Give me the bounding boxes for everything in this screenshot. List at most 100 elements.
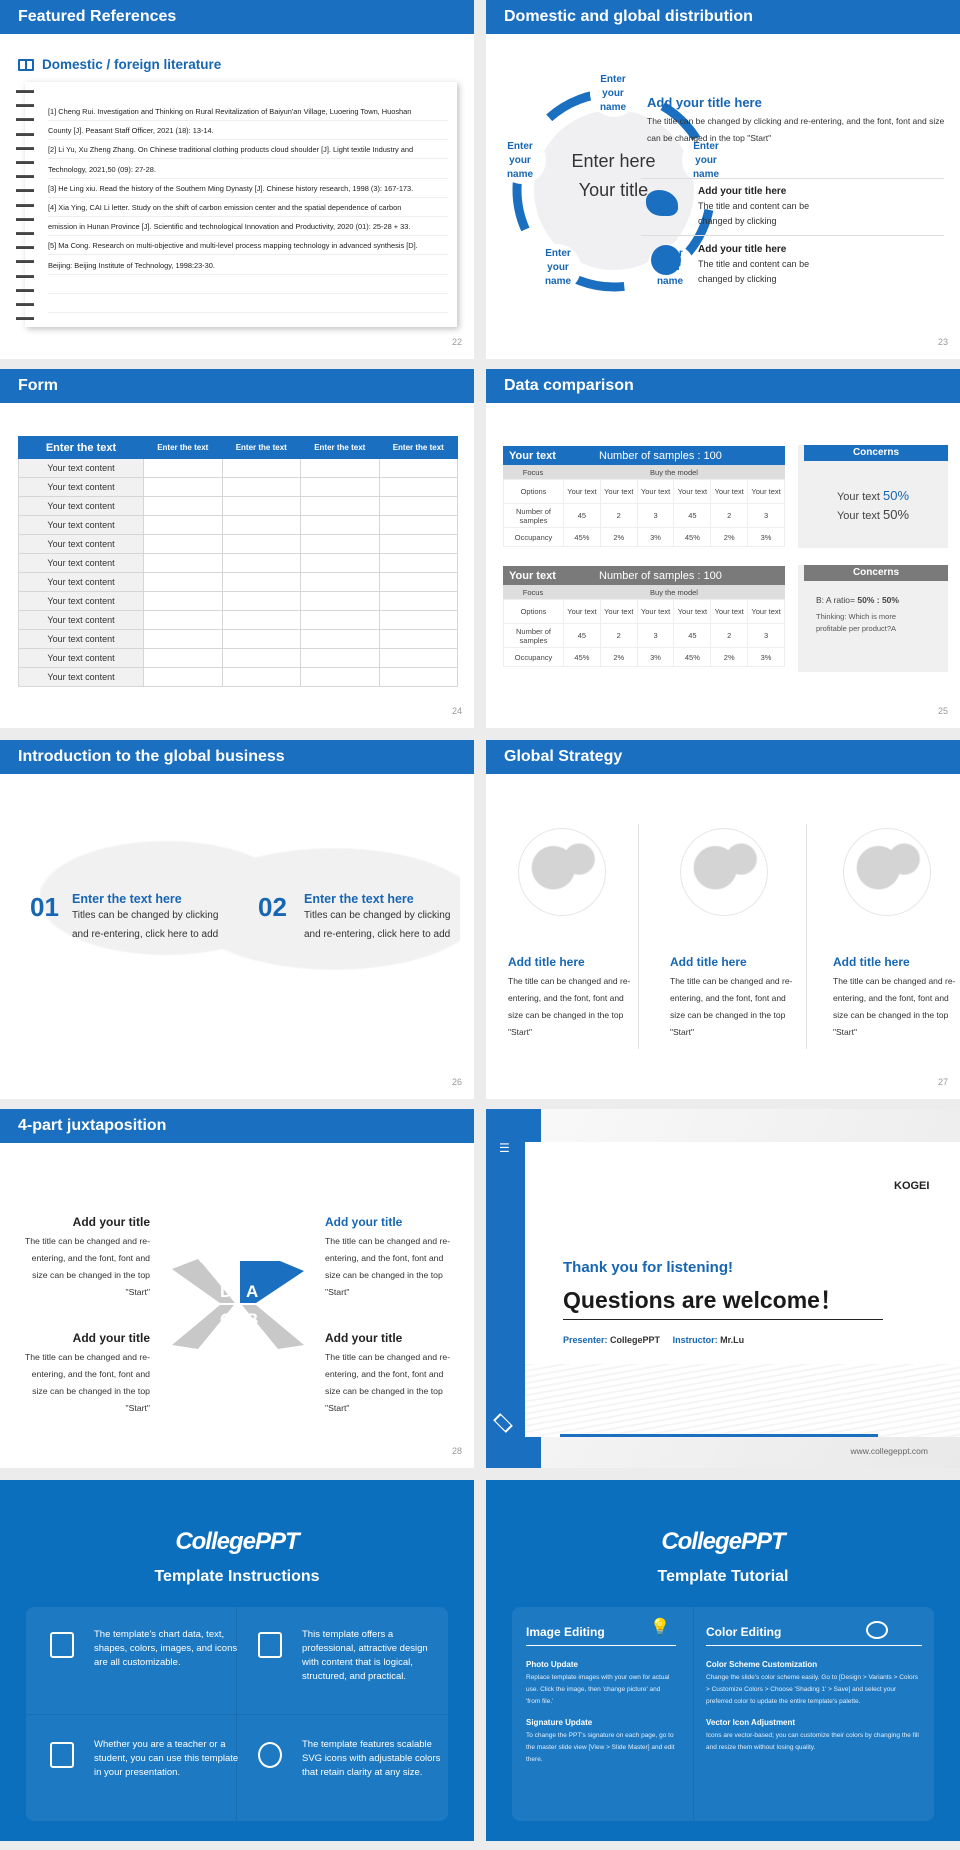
row-label[interactable]: Your text content (18, 648, 144, 668)
table-cell[interactable] (221, 515, 301, 535)
globe-icon (518, 828, 606, 916)
accent-line (560, 1434, 878, 1437)
slide-template-tutorial[interactable]: CollegePPT Template Tutorial Image Editi… (486, 1480, 960, 1841)
table-cell[interactable] (300, 610, 380, 630)
table-cell[interactable] (221, 610, 301, 630)
table-row: Your text content (18, 496, 458, 516)
globe-icon (843, 828, 931, 916)
slide-juxtaposition[interactable]: 4-part juxtaposition A B C D Add your ti… (0, 1109, 474, 1468)
table-cell[interactable] (300, 648, 380, 668)
node-label[interactable]: Enter your name (692, 141, 720, 180)
occupancy-cell: 3% (636, 647, 675, 667)
table-cell[interactable] (378, 515, 458, 535)
website-url[interactable]: www.collegeppt.com (850, 1446, 928, 1456)
ring-icon (16, 161, 34, 164)
table-cell[interactable] (378, 477, 458, 497)
slide-title: 4-part juxtaposition (0, 1109, 474, 1143)
row-label[interactable]: Your text content (18, 477, 144, 497)
option-cell: Your text (599, 479, 638, 504)
globe-icon (680, 828, 768, 916)
table-cell[interactable] (221, 591, 301, 611)
menu-icon[interactable]: ☰ (499, 1141, 510, 1155)
table-cell[interactable] (221, 534, 301, 554)
column-header: Enter the text (300, 436, 380, 459)
table-cell[interactable] (300, 496, 380, 516)
row-label[interactable]: Your text content (18, 515, 144, 535)
table-cell[interactable] (143, 591, 223, 611)
center-title[interactable]: Enter here Your title (571, 151, 656, 200)
table-cell[interactable] (300, 591, 380, 611)
table-cell[interactable] (221, 667, 301, 687)
ring-icon (16, 217, 34, 221)
row-label[interactable]: Your text content (18, 458, 144, 478)
ring-icon (16, 260, 34, 264)
occupancy-cell: 45% (673, 527, 712, 547)
row-label[interactable]: Your text content (18, 572, 144, 592)
table-cell[interactable] (378, 591, 458, 611)
table-cell[interactable] (300, 458, 380, 478)
row-label[interactable]: Your text content (18, 496, 144, 516)
row-label[interactable]: Your text content (18, 667, 144, 687)
table-cell[interactable] (300, 477, 380, 497)
node-label[interactable]: Enter your name (544, 248, 572, 287)
row-label[interactable]: Your text content (18, 629, 144, 649)
occupancy-cell: 2% (599, 647, 638, 667)
table-cell[interactable] (143, 572, 223, 592)
focus-row: Focus Buy the model (503, 585, 785, 599)
table-cell[interactable] (378, 496, 458, 516)
table-cell[interactable] (378, 648, 458, 668)
slide-global-strategy[interactable]: Global Strategy Add title here The title … (486, 740, 960, 1099)
sample-cell: 2 (710, 623, 749, 648)
table-cell[interactable] (221, 629, 301, 649)
table-cell[interactable] (143, 610, 223, 630)
table-cell[interactable] (378, 553, 458, 573)
table-cell[interactable] (143, 458, 223, 478)
slide-featured-references[interactable]: Featured References Domestic / foreign l… (0, 0, 474, 359)
table-cell[interactable] (300, 534, 380, 554)
column-header: Enter the text (221, 436, 301, 459)
table-cell[interactable] (300, 667, 380, 687)
table-cell[interactable] (221, 572, 301, 592)
table-cell[interactable] (143, 648, 223, 668)
table-cell[interactable] (300, 515, 380, 535)
node-label[interactable]: Enter your name (599, 74, 627, 113)
node-label[interactable]: Enter your name (506, 141, 534, 180)
table-cell[interactable] (143, 553, 223, 573)
row-label[interactable]: Your text content (18, 610, 144, 630)
table-cell[interactable] (221, 496, 301, 516)
sample-cell: 45 (563, 503, 601, 528)
slide-global-business[interactable]: Introduction to the global business 01 E… (0, 740, 474, 1099)
world-map-background (40, 810, 460, 1030)
slide-form[interactable]: Form Enter the text Enter the text Enter t… (0, 369, 474, 728)
row-label[interactable]: Your text content (18, 534, 144, 554)
table-cell[interactable] (221, 477, 301, 497)
ring-icon (16, 175, 34, 179)
table-cell[interactable] (378, 458, 458, 478)
table-cell[interactable] (378, 629, 458, 649)
row-label[interactable]: Your text content (18, 591, 144, 611)
table-cell[interactable] (143, 667, 223, 687)
table-cell[interactable] (378, 572, 458, 592)
table-cell[interactable] (221, 553, 301, 573)
table-cell[interactable] (221, 648, 301, 668)
slide-title: Global Strategy (486, 740, 960, 774)
stack-icon (258, 1632, 282, 1658)
slide-template-instructions[interactable]: CollegePPT Template Instructions The tem… (0, 1480, 474, 1841)
table-cell[interactable] (378, 534, 458, 554)
table-cell[interactable] (143, 629, 223, 649)
table-cell[interactable] (378, 610, 458, 630)
table-cell[interactable] (300, 629, 380, 649)
row-label[interactable]: Your text content (18, 553, 144, 573)
table-cell[interactable] (300, 553, 380, 573)
slide-data-comparison[interactable]: Data comparison Your text Number of sampl… (486, 369, 960, 728)
slide-thank-you[interactable]: ☰ KOGEI Thank you for listening! Questio… (486, 1109, 960, 1468)
slide-distribution[interactable]: Domestic and global distribution Enter h… (486, 0, 960, 359)
table-cell[interactable] (143, 534, 223, 554)
table-cell[interactable] (143, 496, 223, 516)
instruction-text: Whether you are a teacher or a student, … (94, 1739, 239, 1778)
table-cell[interactable] (221, 458, 301, 478)
table-cell[interactable] (143, 477, 223, 497)
table-cell[interactable] (378, 667, 458, 687)
table-cell[interactable] (143, 515, 223, 535)
table-cell[interactable] (300, 572, 380, 592)
